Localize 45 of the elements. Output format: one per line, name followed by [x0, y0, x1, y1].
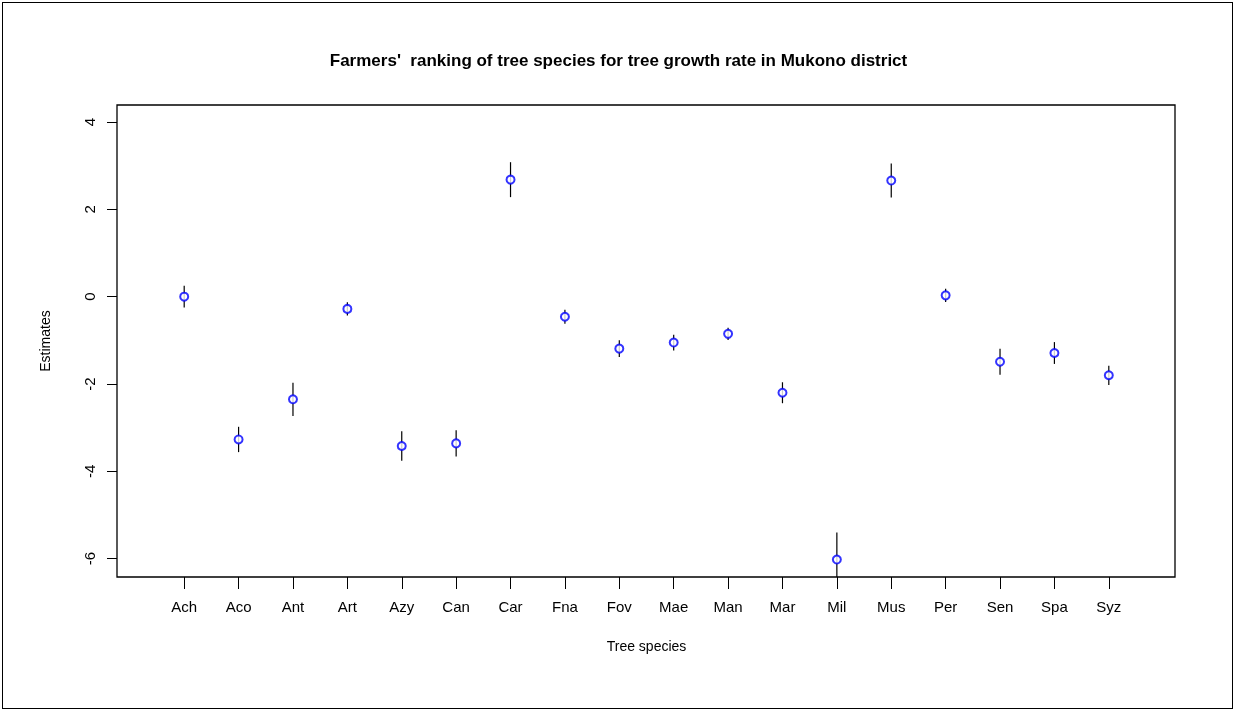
point	[505, 174, 516, 185]
x-tick-label: Mae	[659, 598, 689, 615]
x-tick-label: Fov	[606, 598, 633, 615]
y-tick-label: 4	[81, 117, 98, 127]
x-tick-label: Fna	[551, 598, 579, 615]
point	[1049, 348, 1060, 359]
x-tick-label: Azy	[389, 598, 415, 615]
point	[396, 441, 407, 452]
x-tick-label: Mil	[827, 598, 847, 615]
point	[233, 434, 244, 445]
chart-title: Farmers' ranking of tree species for tree growth rate in Mukono district	[329, 51, 908, 70]
point	[995, 356, 1006, 367]
y-tick-label: 0	[81, 292, 98, 301]
point	[940, 290, 951, 301]
x-axis-title: Tree species	[606, 638, 687, 654]
point	[179, 291, 190, 302]
point	[668, 337, 679, 348]
x-tick-label: Mar	[769, 598, 796, 615]
point	[777, 387, 788, 398]
x-tick-label: Aco	[225, 598, 252, 615]
point	[559, 311, 570, 322]
x-tick-label: Car	[498, 598, 523, 615]
y-tick-label: -6	[81, 551, 98, 566]
x-tick-label: Per	[933, 598, 958, 615]
x-tick-label: Syz	[1096, 598, 1122, 615]
x-tick-label: Man	[713, 598, 743, 615]
y-tick-label: 2	[81, 205, 98, 214]
x-tick-label: Ach	[171, 598, 198, 615]
y-tick-label: -4	[81, 464, 98, 479]
point	[886, 175, 897, 186]
point	[287, 394, 298, 405]
point	[451, 438, 462, 449]
point	[342, 303, 353, 314]
x-tick-label: Sen	[986, 598, 1014, 615]
x-tick-label: Mus	[877, 598, 906, 615]
x-tick-label: Ant	[281, 598, 306, 615]
x-tick-label: Can	[442, 598, 470, 615]
y-axis-title: Estimates	[37, 310, 53, 372]
x-tick-label: Art	[337, 598, 358, 615]
x-tick-label: Spa	[1041, 598, 1069, 615]
point	[831, 554, 842, 565]
y-tick-label: -2	[81, 377, 98, 391]
point	[1103, 370, 1114, 381]
point	[614, 343, 625, 354]
point	[723, 328, 734, 339]
